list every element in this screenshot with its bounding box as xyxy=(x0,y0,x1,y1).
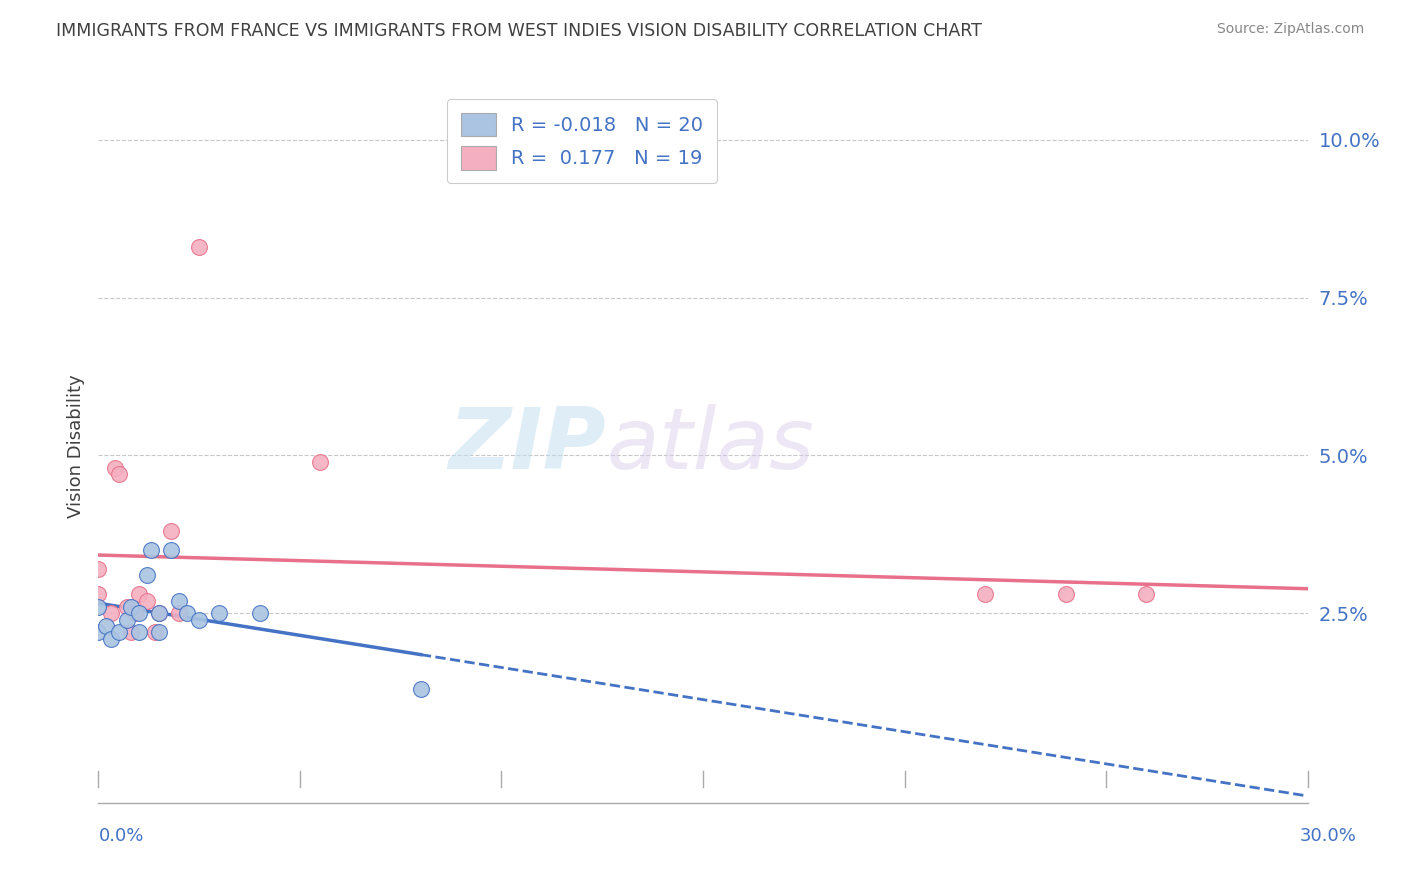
Point xyxy=(176,607,198,621)
Point xyxy=(1135,587,1157,601)
Point xyxy=(96,619,118,633)
Point xyxy=(128,607,150,621)
Point xyxy=(128,625,150,640)
Point xyxy=(148,607,170,621)
Point xyxy=(87,562,110,576)
Point xyxy=(124,607,146,621)
Text: 30.0%: 30.0% xyxy=(1301,827,1357,845)
Point xyxy=(100,632,122,646)
Point xyxy=(167,593,190,607)
Point xyxy=(974,587,997,601)
Point xyxy=(160,524,183,539)
Point xyxy=(135,593,157,607)
Point xyxy=(188,613,211,627)
Text: ZIP: ZIP xyxy=(449,404,606,488)
Point xyxy=(1054,587,1077,601)
Point xyxy=(107,467,129,482)
Y-axis label: Vision Disability: Vision Disability xyxy=(66,374,84,518)
Text: Source: ZipAtlas.com: Source: ZipAtlas.com xyxy=(1216,22,1364,37)
Point xyxy=(143,625,166,640)
Point xyxy=(128,587,150,601)
Point xyxy=(103,461,125,475)
Point xyxy=(87,600,110,615)
Point xyxy=(208,607,231,621)
Text: atlas: atlas xyxy=(606,404,814,488)
Point xyxy=(309,455,332,469)
Text: IMMIGRANTS FROM FRANCE VS IMMIGRANTS FROM WEST INDIES VISION DISABILITY CORRELAT: IMMIGRANTS FROM FRANCE VS IMMIGRANTS FRO… xyxy=(56,22,983,40)
Point xyxy=(167,607,190,621)
Point xyxy=(409,682,432,697)
Point xyxy=(100,607,122,621)
Point xyxy=(249,607,271,621)
Point xyxy=(107,625,129,640)
Point xyxy=(148,625,170,640)
Point xyxy=(135,568,157,582)
Point xyxy=(139,543,162,558)
Point xyxy=(148,607,170,621)
Point xyxy=(120,625,142,640)
Point xyxy=(120,600,142,615)
Point xyxy=(87,625,110,640)
Point xyxy=(188,240,211,254)
Point xyxy=(115,600,138,615)
Point xyxy=(115,613,138,627)
Legend: R = -0.018   N = 20, R =  0.177   N = 19: R = -0.018 N = 20, R = 0.177 N = 19 xyxy=(447,99,717,184)
Point xyxy=(87,587,110,601)
Text: 0.0%: 0.0% xyxy=(98,827,143,845)
Point xyxy=(160,543,183,558)
